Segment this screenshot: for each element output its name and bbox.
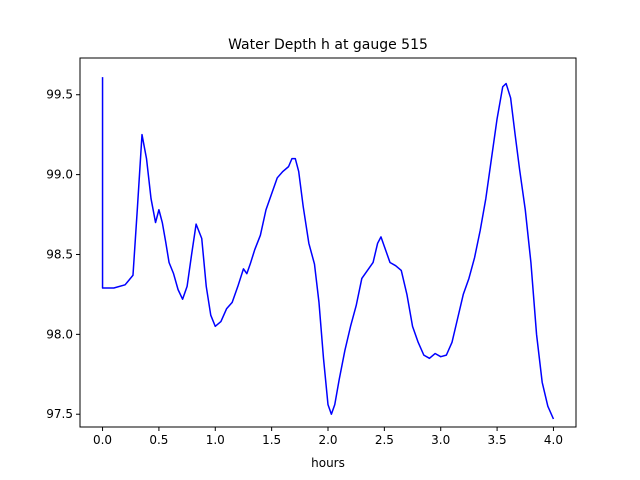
y-tick-label: 98.5	[46, 247, 73, 261]
series-line-0	[101, 77, 555, 420]
y-tick-label: 99.0	[46, 168, 73, 182]
x-tick-label: 1.5	[262, 433, 281, 447]
x-tick-label: 0.5	[149, 433, 168, 447]
y-tick-label: 98.0	[46, 327, 73, 341]
y-tick-label: 99.5	[46, 88, 73, 102]
x-axis: 0.0 0.5 1.0 1.5 2.0 2.5 3.0 3.5 4.0	[93, 427, 563, 447]
plot-area	[79, 57, 577, 428]
y-tick-label: 97.5	[46, 407, 73, 421]
x-tick-label: 3.0	[431, 433, 450, 447]
x-tick-label: 4.0	[544, 433, 563, 447]
x-tick-label: 2.5	[375, 433, 394, 447]
x-tick-label: 3.5	[488, 433, 507, 447]
chart-title: Water Depth h at gauge 515	[228, 37, 428, 53]
series-layer	[101, 77, 555, 420]
plot-border	[79, 57, 577, 428]
x-tick-label: 2.0	[318, 433, 337, 447]
x-tick-label: 0.0	[93, 433, 112, 447]
y-axis: 97.5 98.0 98.5 99.0 99.5	[46, 88, 80, 421]
x-tick-label: 1.0	[206, 433, 225, 447]
x-axis-label: hours	[311, 456, 345, 470]
